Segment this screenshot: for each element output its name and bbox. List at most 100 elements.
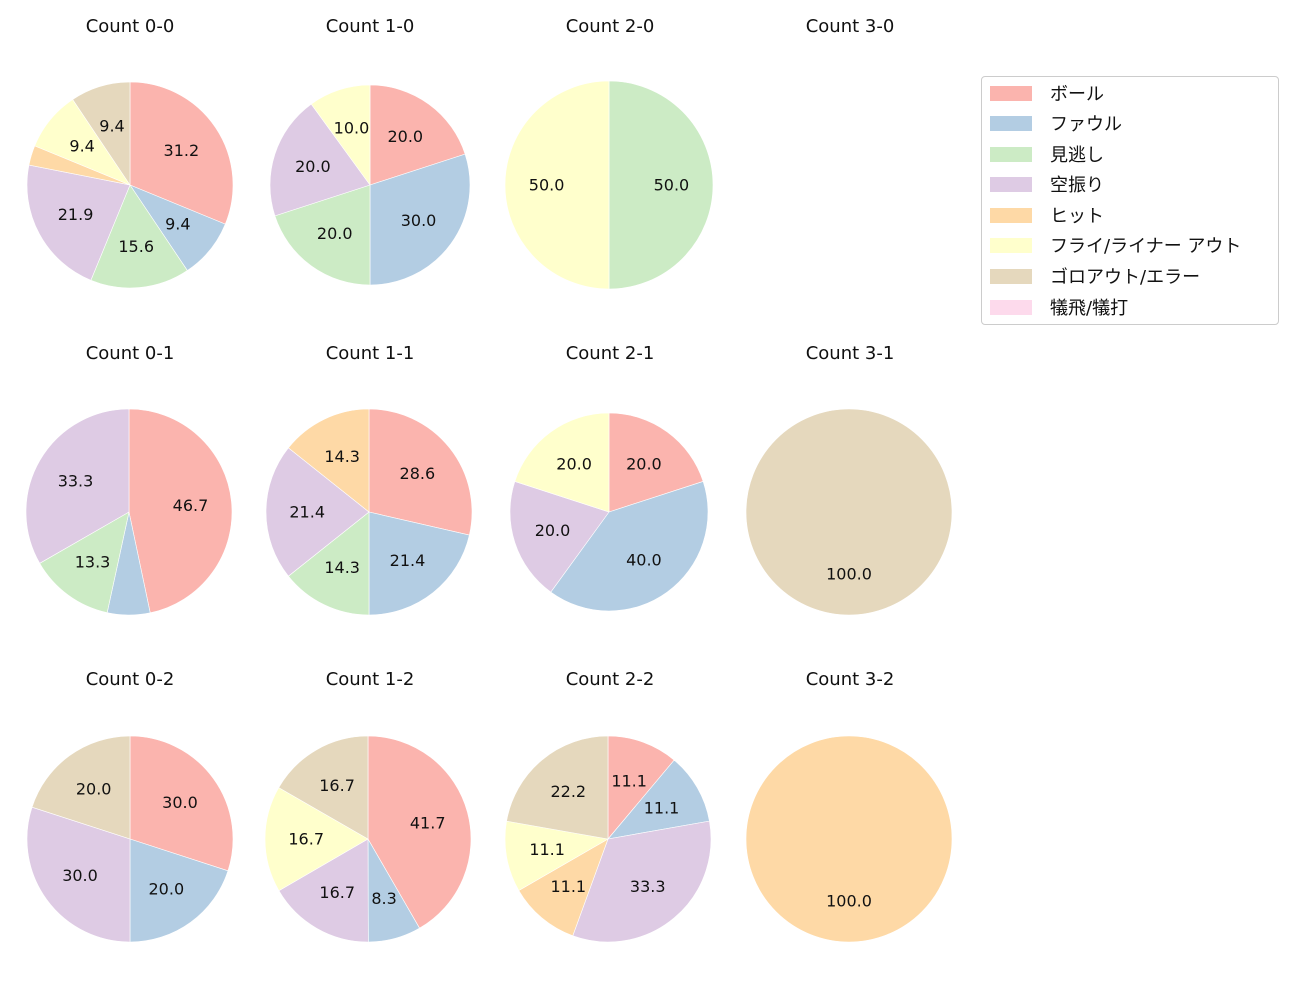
pie-title: Count 3-1 bbox=[805, 343, 895, 364]
slice-label: 9.4 bbox=[99, 116, 124, 135]
legend-swatch bbox=[990, 85, 1032, 101]
slice-label: 9.4 bbox=[69, 136, 94, 155]
slice-label: 16.7 bbox=[319, 776, 355, 795]
pie-title: Count 3-2 bbox=[805, 669, 895, 690]
legend-swatch bbox=[990, 146, 1032, 162]
slice-label: 30.0 bbox=[62, 866, 98, 885]
legend-swatch bbox=[990, 237, 1032, 253]
slice-label: 46.7 bbox=[173, 496, 209, 515]
pie-slice bbox=[550, 481, 709, 612]
legend-label: フライ/ライナー アウト bbox=[1050, 236, 1242, 257]
pie-slice bbox=[745, 735, 953, 943]
pie-slice bbox=[264, 787, 369, 892]
pie-slice bbox=[369, 153, 471, 286]
pie-slice bbox=[26, 164, 131, 281]
legend-item-foul: ファウル bbox=[990, 112, 1122, 135]
pie-title: Count 2-0 bbox=[565, 16, 655, 37]
pie-slice bbox=[504, 820, 609, 891]
slice-label: 28.6 bbox=[400, 464, 436, 483]
legend-swatch bbox=[990, 115, 1032, 131]
pie-slice bbox=[278, 735, 369, 840]
legend-label: ファウル bbox=[1050, 114, 1122, 135]
slice-label: 21.4 bbox=[289, 503, 325, 522]
legend-item-fly-liner-out: フライ/ライナー アウト bbox=[990, 234, 1242, 257]
pie-slice bbox=[31, 735, 131, 840]
pie-slice bbox=[129, 735, 234, 872]
slice-label: 8.3 bbox=[371, 889, 396, 908]
legend-item-sacrifice: 犠飛/犠打 bbox=[990, 296, 1129, 319]
pie-slice bbox=[128, 408, 233, 614]
pie-title: Count 0-2 bbox=[85, 669, 175, 690]
slice-label: 21.9 bbox=[58, 205, 94, 224]
legend-swatch bbox=[990, 268, 1032, 284]
pie-title: Count 2-1 bbox=[565, 343, 655, 364]
slice-label: 30.0 bbox=[162, 793, 198, 812]
pie-title: Count 0-0 bbox=[85, 16, 175, 37]
slice-label: 21.4 bbox=[390, 551, 426, 570]
pie-slice bbox=[265, 447, 370, 577]
pie-slice bbox=[367, 735, 472, 929]
pie-slice bbox=[287, 511, 370, 616]
legend-label: 空振り bbox=[1050, 175, 1104, 196]
pie-title: Count 2-2 bbox=[565, 669, 655, 690]
pie-slice bbox=[607, 735, 675, 840]
slice-label: 15.6 bbox=[118, 237, 154, 256]
pie-slice bbox=[509, 481, 610, 593]
legend-swatch bbox=[990, 176, 1032, 192]
slice-label: 20.0 bbox=[387, 127, 423, 146]
pie-slice bbox=[39, 511, 130, 614]
slice-label: 11.1 bbox=[611, 771, 647, 790]
legend-label: ゴロアウト/エラー bbox=[1050, 267, 1201, 288]
slice-label: 9.4 bbox=[165, 215, 190, 234]
legend-label: ボール bbox=[1050, 84, 1104, 105]
pie-slice bbox=[608, 80, 714, 290]
legend-swatch bbox=[990, 299, 1032, 315]
pie-slice bbox=[278, 838, 369, 943]
slice-label: 13.3 bbox=[75, 552, 111, 571]
pie-slice bbox=[26, 806, 131, 943]
slice-label: 20.0 bbox=[295, 157, 331, 176]
slice-label: 11.1 bbox=[644, 799, 680, 818]
pie-slice bbox=[310, 84, 371, 186]
legend-item-swinging-strike: 空振り bbox=[990, 173, 1104, 196]
pie-slice bbox=[745, 408, 953, 616]
legend: ボール ファウル 見逃し 空振り ヒット フライ/ライナー アウト ゴロアウト/… bbox=[981, 76, 1279, 325]
pie-slice bbox=[607, 759, 710, 840]
pie-title: Count 3-0 bbox=[805, 16, 895, 37]
slice-label: 31.2 bbox=[164, 141, 200, 160]
slice-label: 20.0 bbox=[556, 454, 592, 473]
slice-label: 20.0 bbox=[626, 454, 662, 473]
slice-label: 20.0 bbox=[317, 224, 353, 243]
pie-slice bbox=[129, 838, 229, 943]
legend-label: 犠飛/犠打 bbox=[1050, 298, 1129, 319]
pie-title: Count 1-2 bbox=[325, 669, 415, 690]
legend-item-hit: ヒット bbox=[990, 204, 1104, 227]
pie-slice bbox=[269, 103, 371, 217]
pie-slice bbox=[368, 511, 470, 616]
slice-label: 40.0 bbox=[626, 551, 662, 570]
pie-slice bbox=[572, 820, 712, 943]
slice-label: 30.0 bbox=[401, 211, 437, 230]
legend-item-called-strike: 見逃し bbox=[990, 143, 1104, 166]
pie-slice bbox=[368, 408, 473, 536]
pie-slice bbox=[369, 84, 466, 186]
pie-slice bbox=[518, 838, 609, 937]
slice-label: 41.7 bbox=[410, 813, 446, 832]
pie-slice bbox=[90, 184, 188, 289]
pie-title: Count 0-1 bbox=[85, 343, 175, 364]
legend-label: ヒット bbox=[1050, 206, 1104, 227]
slice-label: 16.7 bbox=[288, 830, 324, 849]
slice-label: 22.2 bbox=[550, 782, 586, 801]
pie-slice bbox=[504, 80, 610, 290]
slice-label: 20.0 bbox=[535, 521, 571, 540]
slice-label: 50.0 bbox=[529, 176, 565, 195]
pie-slice bbox=[514, 412, 610, 513]
